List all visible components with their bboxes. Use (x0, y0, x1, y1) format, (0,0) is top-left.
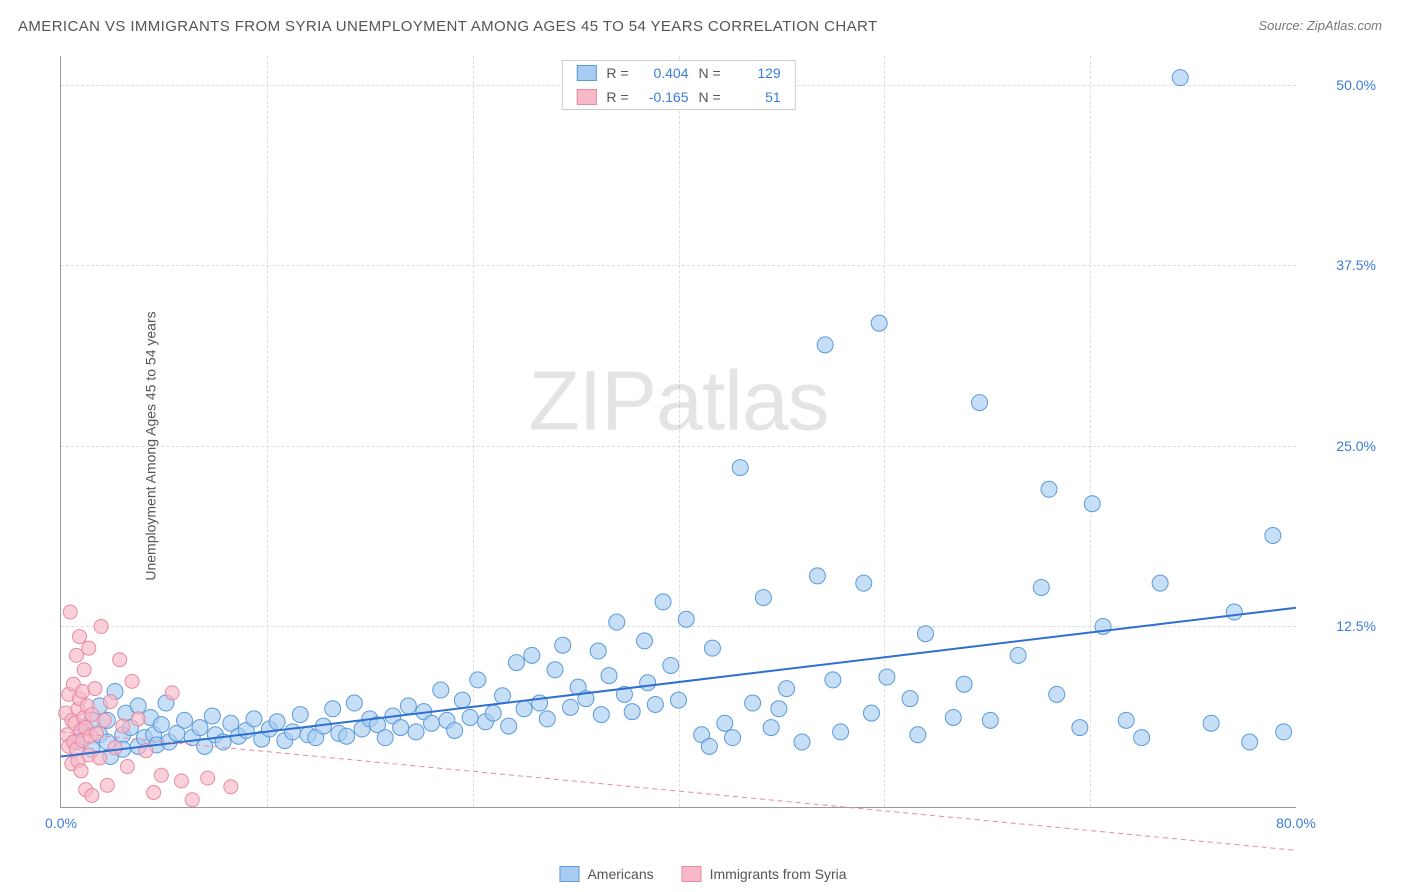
legend-item: Americans (559, 866, 653, 882)
trend-lines-layer (61, 56, 1296, 807)
stat-r-value: -0.165 (639, 89, 689, 105)
x-tick-label: 0.0% (45, 815, 77, 831)
stat-n-value: 129 (731, 65, 781, 81)
legend-swatch (682, 866, 702, 882)
y-tick-label: 25.0% (1306, 438, 1376, 454)
chart-source: Source: ZipAtlas.com (1258, 18, 1382, 33)
legend-item: Immigrants from Syria (682, 866, 847, 882)
y-tick-label: 12.5% (1306, 618, 1376, 634)
stats-row: R = 0.404 N = 129 (562, 61, 794, 85)
legend-label: Americans (587, 866, 653, 882)
stat-n-value: 51 (731, 89, 781, 105)
legend-label: Immigrants from Syria (710, 866, 847, 882)
trend-line (61, 608, 1296, 757)
chart-header: AMERICAN VS IMMIGRANTS FROM SYRIA UNEMPL… (0, 0, 1406, 43)
series-swatch (576, 89, 596, 105)
stats-row: R = -0.165 N = 51 (562, 85, 794, 109)
stat-n-label: N = (699, 89, 721, 105)
stat-n-label: N = (699, 65, 721, 81)
trend-line (61, 732, 1296, 850)
plot-region: ZIPatlas R =0.404N =129R =-0.165N =51 12… (60, 56, 1296, 808)
stat-r-label: R = (606, 65, 628, 81)
stat-r-label: R = (606, 89, 628, 105)
chart-area: Unemployment Among Ages 45 to 54 years Z… (48, 56, 1382, 836)
correlation-stats-box: R = 0.404 N = 129 R = -0.165 N = 51 (561, 60, 795, 110)
series-legend: Americans Immigrants from Syria (559, 866, 846, 882)
series-swatch (576, 65, 596, 81)
x-tick-label: 80.0% (1276, 815, 1316, 831)
chart-title: AMERICAN VS IMMIGRANTS FROM SYRIA UNEMPL… (18, 18, 878, 35)
stat-r-value: 0.404 (639, 65, 689, 81)
legend-swatch (559, 866, 579, 882)
y-tick-label: 37.5% (1306, 257, 1376, 273)
y-tick-label: 50.0% (1306, 77, 1376, 93)
